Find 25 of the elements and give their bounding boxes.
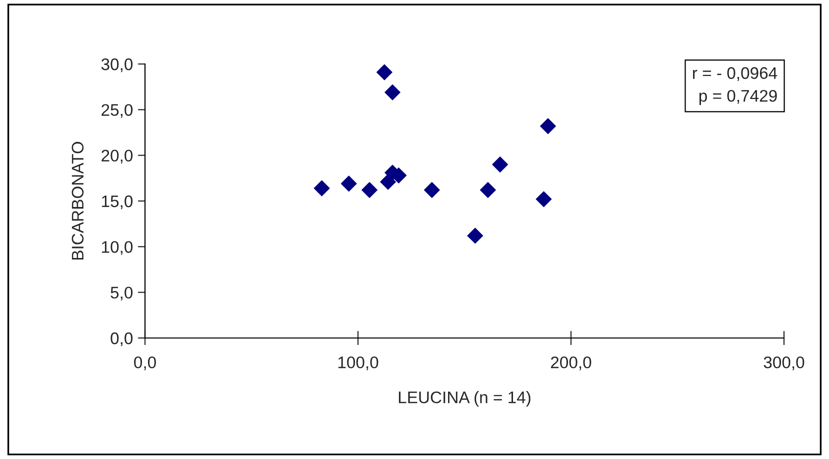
- x-axis-title: LEUCINA (n = 14): [398, 391, 530, 407]
- y-tick-label: 30,0: [101, 58, 133, 72]
- point: [424, 182, 440, 198]
- y-tick-label: 20,0: [102, 150, 133, 164]
- x-tick-label: 100,0: [338, 356, 378, 370]
- point: [314, 180, 330, 196]
- point: [540, 118, 556, 134]
- x-tick-label: 0,0: [134, 356, 156, 370]
- point: [362, 182, 378, 198]
- point: [480, 182, 496, 198]
- point: [467, 228, 484, 244]
- y-axis-title: BICARBONATO: [72, 142, 84, 260]
- point: [492, 156, 508, 172]
- y-tick-label: 10,0: [102, 241, 133, 255]
- point: [376, 64, 392, 80]
- point: [384, 84, 400, 100]
- y-tick-label: 15,0: [102, 195, 133, 210]
- y-tick-label: 25,0: [102, 104, 133, 118]
- annotation: r = - 0,0964 p = 0,7429: [693, 67, 778, 106]
- point: [340, 176, 357, 192]
- y-tick-label: 0,0: [110, 332, 133, 346]
- point: [536, 191, 552, 208]
- y-tick-label: 5,0: [110, 286, 133, 301]
- x-tick-label: 200,0: [550, 356, 592, 370]
- x-tick-label: 300,0: [764, 356, 804, 370]
